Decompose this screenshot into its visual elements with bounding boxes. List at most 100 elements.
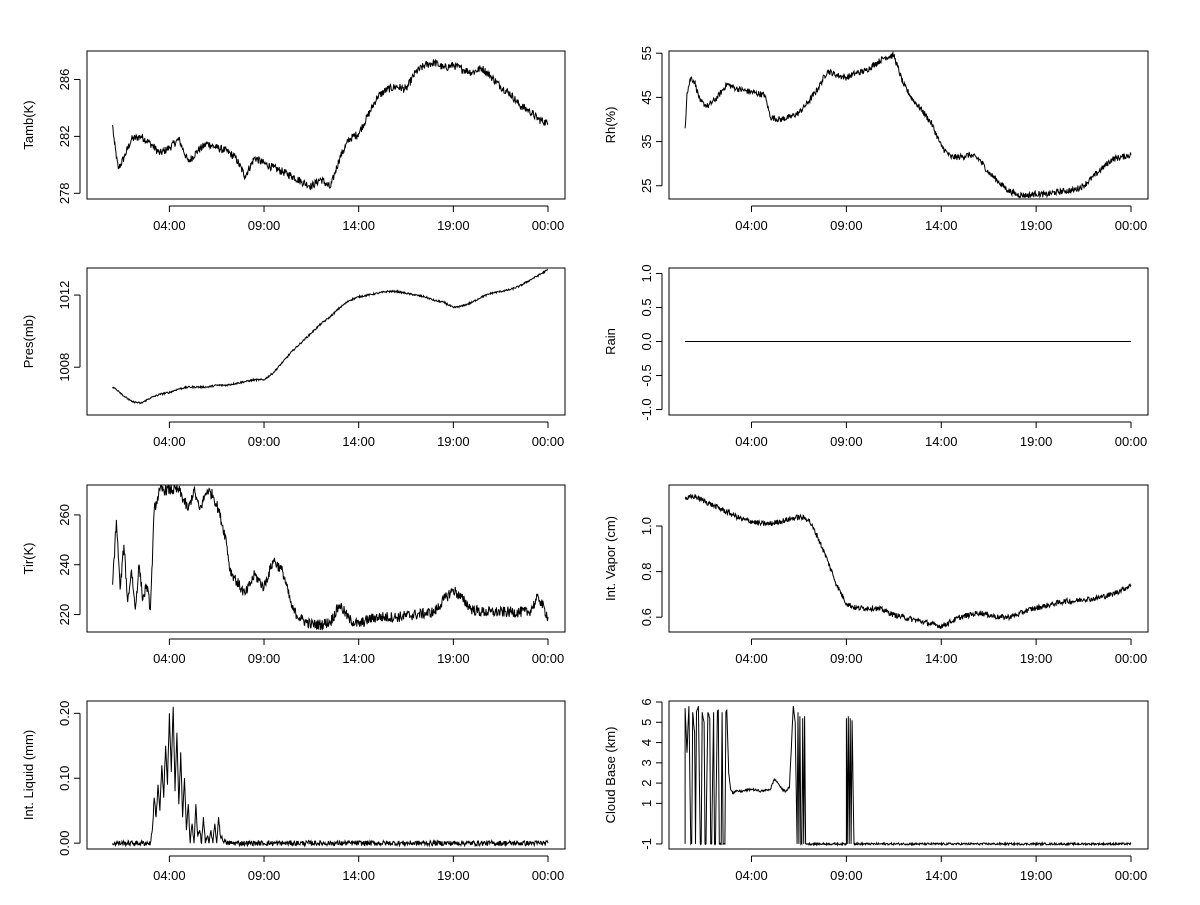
y-axis: 25 35 45 55 [639,46,663,193]
y-tick-label: 0.6 [639,608,654,626]
x-tick-label: 14:00 [342,651,375,666]
y-tick-label: 45 [639,90,654,104]
y-axis: 278 282 286 [57,69,81,204]
y-tick-label: 0.5 [639,298,654,316]
y-axis-label: Rain [603,328,618,355]
x-tick-label: 14:00 [342,868,375,883]
x-tick-label: 19:00 [437,434,470,449]
x-tick-label: 00:00 [532,868,565,883]
series-line [112,706,549,848]
x-tick-label: 19:00 [437,218,470,233]
x-tick-label: 00:00 [1115,868,1148,883]
plot-frame [86,267,566,416]
y-tick-label: 3 [639,759,654,766]
y-tick-label: 0.0 [639,332,654,350]
plot-frame [86,484,566,633]
y-tick-label: 220 [57,604,72,626]
x-tick-label: 14:00 [342,434,375,449]
y-tick-label: 286 [57,69,72,91]
y-tick-label: 1008 [57,353,72,382]
x-tick-label: 09:00 [248,651,281,666]
y-tick-label: 0.8 [639,563,654,581]
y-axis-label: Tamb(K) [21,100,36,149]
x-tick-label: 14:00 [925,868,958,883]
x-axis: 04:00 09:00 14:00 19:00 00:00 [735,205,1148,233]
x-axis: 04:00 09:00 14:00 19:00 00:00 [735,421,1148,449]
panel-4: 04:00 09:00 14:00 19:00 00:00 -1.0 -0.5 0.0 0.5 1… [603,264,1149,449]
x-tick-label: 04:00 [735,651,768,666]
x-axis: 04:00 09:00 14:00 19:00 00:00 [153,855,565,883]
x-tick-label: 09:00 [248,868,281,883]
x-tick-label: 00:00 [1115,434,1148,449]
x-tick-label: 04:00 [735,434,768,449]
y-axis: 1008 1012 [57,281,81,382]
series-line [684,51,1132,199]
y-axis: -1.0 -0.5 0.0 0.5 1.0 [639,264,663,421]
x-tick-label: 00:00 [1115,218,1148,233]
x-tick-label: 09:00 [830,434,863,449]
x-tick-label: 09:00 [830,218,863,233]
x-tick-label: 00:00 [532,218,565,233]
y-axis-label: Int. Liquid (mm) [21,730,36,820]
x-tick-label: 19:00 [437,868,470,883]
y-tick-label: 1012 [57,281,72,310]
x-tick-label: 14:00 [925,218,958,233]
plot-frame [86,50,566,200]
x-tick-label: 14:00 [342,218,375,233]
x-tick-label: 09:00 [830,651,863,666]
y-tick-label: 1.0 [639,264,654,282]
y-tick-label: -1 [639,838,654,850]
x-tick-label: 00:00 [1115,651,1148,666]
x-tick-label: 19:00 [1020,868,1053,883]
x-axis: 04:00 09:00 14:00 19:00 00:00 [153,421,565,449]
y-axis: -1 1 2 3 4 5 6 [639,698,663,850]
x-tick-label: 04:00 [153,434,186,449]
series-line [112,484,549,631]
x-axis: 04:00 09:00 14:00 19:00 00:00 [153,638,565,666]
x-axis: 04:00 09:00 14:00 19:00 00:00 [735,638,1148,666]
y-tick-label: 278 [57,182,72,204]
y-tick-label: 1 [639,800,654,807]
x-tick-label: 19:00 [437,651,470,666]
y-tick-label: 55 [639,46,654,60]
y-tick-label: -1.0 [639,398,654,420]
y-tick-label: 0.20 [57,701,72,726]
y-axis-label: Rh(%) [603,107,618,144]
series-line [112,58,549,191]
y-tick-label: -0.5 [639,364,654,386]
plot-frame [86,700,566,850]
panel-1: 04:00 09:00 14:00 19:00 00:00 278 282 286 Tamb(K… [21,50,566,233]
panel-6: 04:00 09:00 14:00 19:00 00:00 0.6 0.8 1.0 Int. V… [603,484,1149,666]
x-tick-label: 09:00 [830,868,863,883]
x-axis: 04:00 09:00 14:00 19:00 00:00 [735,855,1148,883]
panel-7: 04:00 09:00 14:00 19:00 00:00 0.00 0.10 0.20 Int… [21,700,566,883]
x-axis: 04:00 09:00 14:00 19:00 00:00 [153,205,565,233]
y-tick-label: 2 [639,779,654,786]
x-tick-label: 19:00 [1020,434,1053,449]
series-line [112,269,549,405]
y-axis-label: Pres(mb) [21,315,36,368]
series-line [684,493,1132,630]
panel-8: 04:00 09:00 14:00 19:00 00:00 -1 1 2 3 4 5 6 Cloud B… [603,698,1149,883]
panel-3: 04:00 09:00 14:00 19:00 00:00 1008 1012 Pres(mb… [21,267,566,449]
y-axis-label: Tir(K) [21,542,36,574]
x-tick-label: 04:00 [153,651,186,666]
x-tick-label: 09:00 [248,434,281,449]
x-tick-label: 09:00 [248,218,281,233]
series-line [684,705,1132,847]
x-tick-label: 00:00 [532,434,565,449]
y-tick-label: 4 [639,739,654,746]
y-tick-label: 0.10 [57,766,72,791]
x-tick-label: 14:00 [925,651,958,666]
y-axis-label: Int. Vapor (cm) [603,516,618,601]
y-tick-label: 5 [639,719,654,726]
x-tick-label: 00:00 [532,651,565,666]
plot-frame [668,267,1149,416]
y-tick-label: 282 [57,126,72,148]
x-tick-label: 04:00 [735,218,768,233]
plot-frame [668,484,1149,633]
y-tick-label: 6 [639,698,654,705]
y-tick-label: 260 [57,504,72,526]
